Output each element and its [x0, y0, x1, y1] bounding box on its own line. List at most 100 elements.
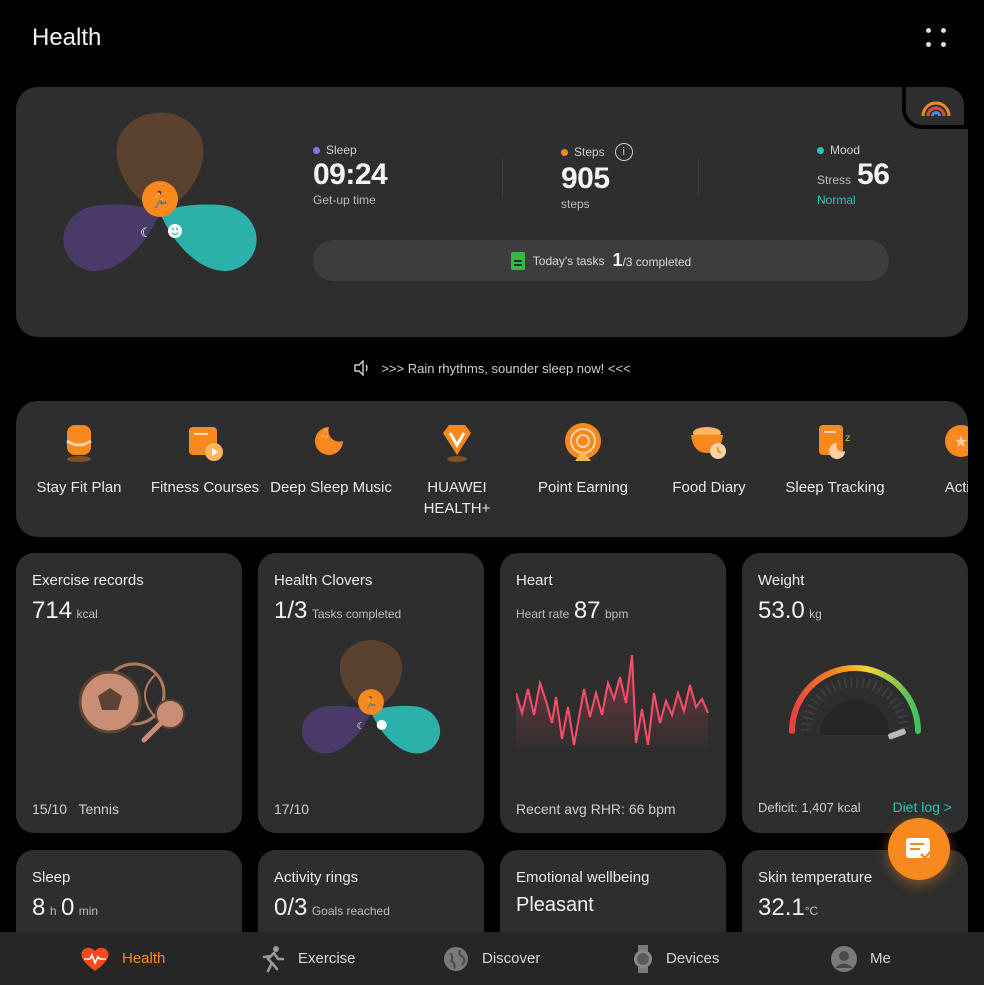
edit-cards-button[interactable]: [888, 818, 950, 880]
exercise-kcal: 714: [32, 597, 73, 624]
card-title: Skin temperature: [758, 869, 873, 886]
heart-pulse-icon: [81, 947, 109, 971]
todays-tasks-button[interactable]: Today's tasks 1/3 completed: [313, 240, 889, 281]
heart-card[interactable]: Heart Heart rate 87 bpm Recent avg RHR: …: [500, 553, 726, 833]
health-clovers-card[interactable]: Health Clovers 1/3 Tasks completed 🏃 ☾ 1…: [258, 553, 484, 833]
shortcut-label: Activ: [944, 479, 968, 496]
nav-me[interactable]: Me: [830, 932, 891, 985]
rainbow-badge-corner: [902, 87, 968, 129]
shortcut-fitness-courses[interactable]: Fitness Courses: [142, 421, 268, 498]
nav-health[interactable]: Health: [80, 932, 165, 985]
svg-text:🏃: 🏃: [150, 190, 170, 209]
heart-rate-label: Heart rate: [516, 607, 570, 621]
health-plus-icon: [443, 425, 471, 462]
nav-label: Me: [870, 950, 891, 967]
nav-label: Exercise: [298, 950, 356, 967]
body-shape-icon: [66, 425, 92, 462]
card-title: Weight: [758, 572, 805, 589]
rings-unit: Goals reached: [311, 904, 390, 918]
profile-icon: [831, 945, 857, 972]
task-document-icon: [510, 251, 525, 270]
health-clover-graphic: 🏃 ☾: [301, 640, 441, 754]
exercise-activity: Tennis: [78, 801, 119, 817]
daily-summary-card[interactable]: 🏃 ☾ Sleep 09:24 Get-up time Steps i 905 s…: [16, 87, 968, 337]
shortcut-label: Deep Sleep Music: [270, 479, 392, 496]
svg-text:★: ★: [954, 432, 968, 451]
shortcut-stay-fit-plan[interactable]: Stay Fit Plan: [16, 421, 142, 498]
exercise-unit: kcal: [76, 607, 98, 621]
video-course-icon: [189, 427, 223, 461]
mood-status: Normal: [817, 193, 856, 207]
weight-value: 53.0: [758, 597, 805, 624]
sleep-metric[interactable]: Sleep 09:24 Get-up time: [313, 143, 388, 207]
shortcut-food-diary[interactable]: Food Diary: [646, 421, 772, 498]
steps-metric[interactable]: Steps i 905 steps: [561, 143, 633, 211]
bottom-navigation: Health Exercise Discover Devices Me: [0, 932, 984, 985]
shortcuts-panel[interactable]: Stay Fit Plan Fitness Courses ♫ Deep Sle…: [16, 401, 968, 537]
sleep-hours-unit: h: [49, 904, 57, 918]
shortcut-huawei-health-plus[interactable]: HUAWEI HEALTH+: [394, 421, 520, 519]
shortcut-label: Fitness Courses: [150, 479, 260, 496]
card-title: Exercise records: [32, 572, 144, 589]
info-icon[interactable]: i: [614, 143, 633, 161]
nav-exercise[interactable]: Exercise: [258, 932, 356, 985]
svg-text:♫: ♫: [319, 426, 330, 440]
nav-devices[interactable]: Devices: [632, 932, 719, 985]
more-options-icon[interactable]: [920, 24, 952, 52]
weight-card[interactable]: Weight 53.0 kg Deficit: 1,407 kcal Diet …: [742, 553, 968, 833]
checklist-icon: [906, 838, 933, 860]
sleep-label: Sleep: [326, 143, 357, 157]
rings-value: 0/3: [274, 894, 308, 921]
shortcut-activity[interactable]: ★ Activ: [898, 421, 968, 498]
weight-deficit: Deficit: 1,407 kcal: [758, 800, 861, 815]
shortcut-label: Food Diary: [672, 479, 746, 496]
mood-metric[interactable]: Mood Stress 56 Normal: [817, 143, 890, 207]
sleep-minutes: 0: [60, 894, 75, 921]
nav-label: Health: [122, 950, 166, 967]
skin-temp-unit: °C: [804, 904, 819, 918]
watch-icon: [634, 944, 652, 973]
sleep-dot-icon: [313, 146, 320, 154]
rainbow-icon[interactable]: [920, 92, 952, 120]
weight-gauge: [789, 665, 921, 740]
skin-temp-value: 32.1: [758, 894, 805, 921]
svg-text:🏃: 🏃: [364, 695, 378, 709]
tasks-count: 1: [612, 250, 623, 270]
tasks-label: Today's tasks: [532, 253, 605, 268]
weight-unit: kg: [809, 607, 822, 621]
mood-dot-icon: [817, 146, 824, 154]
shortcut-deep-sleep-music[interactable]: ♫ Deep Sleep Music: [268, 421, 394, 498]
shortcut-label: Point Earning: [537, 479, 629, 496]
stress-value: 56: [857, 158, 890, 191]
health-clover-graphic[interactable]: 🏃 ☾: [60, 111, 260, 301]
shortcut-point-earning[interactable]: Point Earning: [520, 421, 646, 498]
promo-banner[interactable]: >>> Rain rhythms, sounder sleep now! <<<: [0, 360, 984, 376]
clovers-date: 17/10: [274, 801, 310, 817]
shortcut-label: Sleep Tracking: [785, 479, 885, 496]
speaker-icon: [354, 360, 369, 376]
shortcut-sleep-tracking[interactable]: z Sleep Tracking: [772, 421, 898, 498]
sports-balls-icon: [78, 662, 185, 743]
heart-rhr: Recent avg RHR: 66 bpm: [516, 801, 676, 817]
sleep-minutes-unit: min: [78, 904, 99, 918]
exercise-records-card[interactable]: Exercise records 714 kcal 15/10 Tennis: [16, 553, 242, 833]
sleep-hours: 8: [32, 894, 46, 921]
card-title: Sleep: [32, 869, 71, 886]
shortcut-label: Stay Fit Plan: [36, 479, 122, 496]
diet-log-link[interactable]: Diet log >: [892, 799, 952, 815]
sleep-sub: Get-up time: [313, 193, 376, 207]
clovers-value: 1/3: [274, 597, 308, 624]
divider: [502, 157, 503, 197]
heart-rate-value: 87: [573, 597, 601, 624]
runner-icon: [262, 945, 285, 972]
page-title: Health: [32, 24, 102, 51]
heart-rate-unit: bpm: [604, 607, 629, 621]
nav-label: Devices: [666, 950, 720, 967]
svg-text:☾: ☾: [140, 226, 152, 241]
exercise-date: 15/10: [32, 801, 68, 817]
steps-label: Steps: [574, 145, 605, 159]
nav-discover[interactable]: Discover: [442, 932, 540, 985]
divider: [698, 157, 699, 197]
card-title: Activity rings: [274, 869, 359, 886]
card-title: Heart: [516, 572, 553, 589]
